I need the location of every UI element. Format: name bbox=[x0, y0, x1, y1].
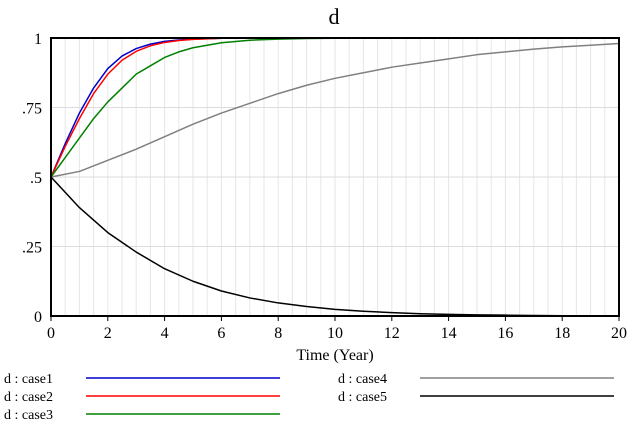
series-line-4 bbox=[50, 42, 620, 178]
x-tick-label: 20 bbox=[611, 325, 627, 342]
legend-label: d : case5 bbox=[338, 390, 387, 405]
legend-label: d : case3 bbox=[4, 408, 53, 423]
x-tick-label: 18 bbox=[554, 325, 570, 342]
x-tick-label: 12 bbox=[384, 325, 400, 342]
legend-label: d : case4 bbox=[338, 372, 387, 387]
grid bbox=[50, 37, 620, 317]
legend: d : case1 d : case2 d : case3 d : case4 d : … bbox=[4, 372, 614, 423]
x-tick-label: 4 bbox=[161, 325, 169, 342]
y-tick-label: .75 bbox=[22, 101, 42, 118]
x-axis-ticks: 0 2 4 6 8 10 12 14 16 18 20 bbox=[47, 316, 627, 342]
legend-label: d : case1 bbox=[4, 372, 53, 387]
x-tick-label: 2 bbox=[104, 325, 112, 342]
y-tick-label: 0 bbox=[34, 309, 42, 326]
x-tick-label: 6 bbox=[217, 325, 225, 342]
x-tick-label: 0 bbox=[47, 325, 55, 342]
y-tick-label: .25 bbox=[22, 240, 42, 257]
x-axis-title: Time (Year) bbox=[296, 347, 373, 364]
y-tick-label: .5 bbox=[30, 170, 42, 187]
y-axis-ticks: 0 .25 .5 .75 1 bbox=[22, 31, 42, 326]
x-tick-label: 8 bbox=[274, 325, 282, 342]
x-tick-label: 10 bbox=[327, 325, 343, 342]
x-tick-label: 14 bbox=[441, 325, 457, 342]
x-tick-label: 16 bbox=[497, 325, 513, 342]
chart-title: d bbox=[329, 4, 340, 29]
legend-label: d : case2 bbox=[4, 390, 53, 405]
y-tick-label: 1 bbox=[34, 31, 42, 48]
